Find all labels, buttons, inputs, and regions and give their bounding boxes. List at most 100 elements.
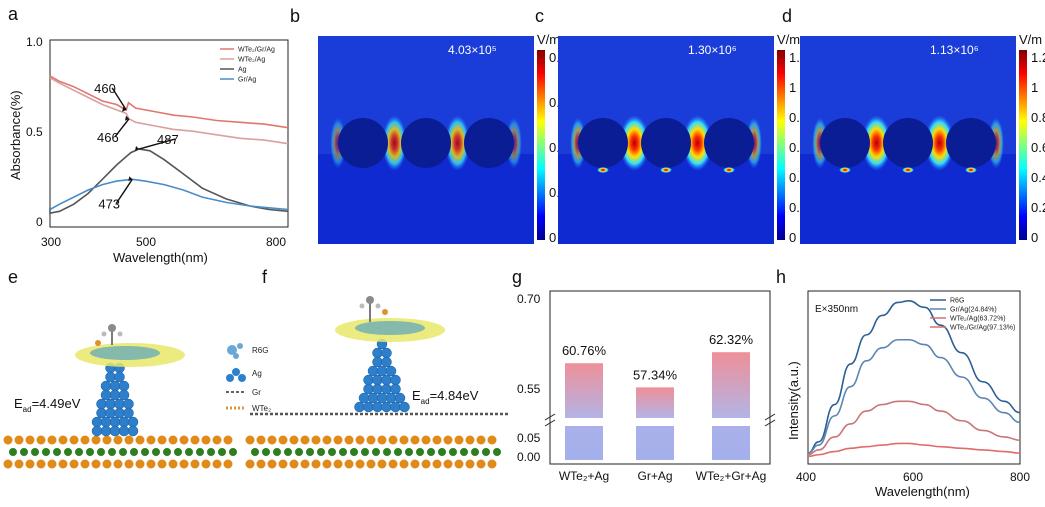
series-line-2 <box>807 400 1021 456</box>
arrow-head <box>125 115 130 121</box>
w-atom <box>350 448 358 456</box>
te-atom <box>212 435 222 445</box>
te-atom <box>201 459 211 469</box>
bar-value-label: 57.34% <box>633 367 678 382</box>
panel-label-h: h <box>776 267 786 287</box>
legend-label: WTe₂/Ag <box>238 57 265 64</box>
ag-nanoparticle <box>820 118 870 168</box>
ag-nanoparticle <box>946 118 996 168</box>
ag-atom <box>91 416 103 428</box>
colorbar-tick: 1.2 <box>1031 50 1045 65</box>
x-tick: 400 <box>796 470 816 484</box>
te-atom <box>223 459 233 469</box>
te-atom <box>443 435 453 445</box>
w-atom <box>207 448 215 456</box>
axis-break <box>764 419 776 427</box>
colorbar-unit: V/m <box>1019 32 1042 47</box>
te-atom <box>14 459 24 469</box>
te-atom <box>267 459 277 469</box>
colorbar-tick: 0 <box>549 230 556 245</box>
y-tick: 0.05 <box>517 431 541 445</box>
te-atom <box>344 459 354 469</box>
x-tick: 800 <box>266 235 286 249</box>
te-atom <box>377 459 387 469</box>
w-atom <box>328 448 336 456</box>
w-atom <box>251 448 259 456</box>
w-atom <box>218 448 226 456</box>
te-atom <box>91 459 101 469</box>
w-atom <box>416 448 424 456</box>
peak-label: 460 <box>94 81 116 96</box>
structure-legend: R6G Ag Gr WTe₂ <box>226 343 271 413</box>
max-field-label: 1.30×10⁶ <box>688 43 737 57</box>
y-tick: 0.70 <box>517 292 541 306</box>
te-atom <box>410 459 420 469</box>
te-atom <box>476 435 486 445</box>
w-atom <box>372 448 380 456</box>
te-atom <box>102 459 112 469</box>
ag-nanoparticle <box>464 118 514 168</box>
te-atom <box>454 435 464 445</box>
te-atom <box>311 459 321 469</box>
ag-atom <box>114 407 125 419</box>
peak-label: 473 <box>98 196 120 211</box>
arrow-head <box>122 106 127 112</box>
legend-label: Gr/Ag(24.84%) <box>950 307 997 314</box>
te-atom <box>179 459 189 469</box>
te-atom <box>355 435 365 445</box>
w-atom <box>262 448 270 456</box>
ag-atom <box>96 407 107 419</box>
pl-intensity-chart: 400 600 800 Wavelength(nm) Intensity(a.u… <box>786 290 1030 499</box>
ag-atom <box>100 416 112 428</box>
te-atom <box>421 435 431 445</box>
legend-label: Ag <box>238 67 247 74</box>
te-atom <box>135 435 145 445</box>
colorbar-tick: 0.2 <box>1031 200 1045 215</box>
interface-hotspot <box>965 167 977 173</box>
te-atom <box>399 459 409 469</box>
te-atom <box>454 459 464 469</box>
ag-atom <box>381 347 392 359</box>
ag-atom <box>372 374 383 386</box>
ag-atom <box>385 365 397 377</box>
w-atom <box>119 448 127 456</box>
colorbar-unit: V/m <box>537 32 560 47</box>
w-atom <box>306 448 314 456</box>
te-atom <box>289 435 299 445</box>
ag-atom <box>105 407 116 419</box>
te-atom <box>3 435 13 445</box>
te-atom <box>245 459 255 469</box>
bar-lower <box>565 426 603 460</box>
te-atom <box>476 459 486 469</box>
te-atom <box>388 459 398 469</box>
y-tick: 0.5 <box>26 125 43 139</box>
te-atom <box>377 435 387 445</box>
axis-break <box>544 419 556 427</box>
te-atom <box>124 459 134 469</box>
ag-atom <box>354 401 365 413</box>
adsorption-energy-e: Ead=4.49eV <box>14 396 81 414</box>
te-atom <box>245 435 255 445</box>
te-atom <box>80 435 90 445</box>
colorbar <box>777 50 785 240</box>
w-atom <box>405 448 413 456</box>
ag-atom <box>381 374 392 386</box>
max-field-label: 4.03×10⁵ <box>448 43 497 57</box>
annotation-arrow <box>115 178 133 204</box>
ag-atom <box>100 380 112 392</box>
annotation-arrow <box>111 87 127 111</box>
colorbar-tick: 1 <box>1031 80 1038 95</box>
colorbar-tick: 1 <box>789 80 796 95</box>
te-atom <box>58 435 68 445</box>
te-atom <box>388 435 398 445</box>
te-atom <box>113 459 123 469</box>
interface-hotspot <box>723 167 735 173</box>
field-map-d: 1.13×10⁶ V/m 1.2 1 0.8 0.6 0.4 0.2 0 <box>800 32 1045 245</box>
series-line-1 <box>807 338 1021 454</box>
ag-atom <box>390 383 401 395</box>
ag-atom <box>100 389 112 401</box>
ag-atom <box>363 401 374 413</box>
colorbar-tick: 0.8 <box>1031 110 1045 125</box>
